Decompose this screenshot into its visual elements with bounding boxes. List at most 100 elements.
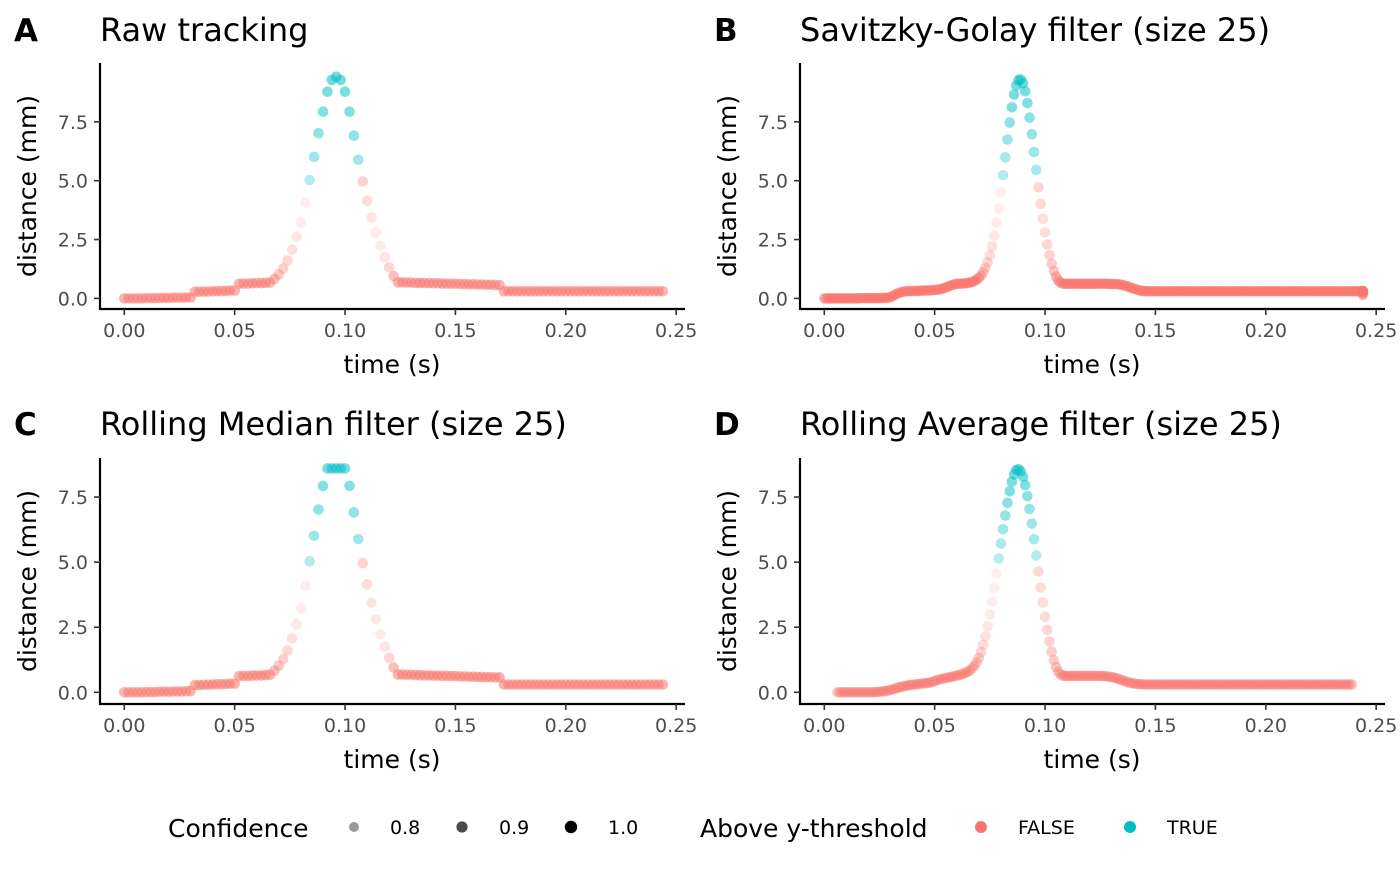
data-point [854,687,865,698]
data-point [1099,670,1110,682]
data-point [951,670,962,681]
data-point [913,678,925,690]
data-point [1028,146,1040,158]
data-point [269,665,280,676]
data-point [1322,679,1333,690]
data-point [1328,679,1340,690]
data-point [1304,679,1316,690]
data-point [1106,671,1117,683]
x-tick-label: 0.25 [655,715,697,737]
data-point [379,641,391,652]
data-point [1158,679,1170,690]
data-point [1046,646,1057,657]
x-tick-label: 0.10 [1024,320,1066,342]
data-point [1033,182,1044,193]
data-point [1242,679,1254,690]
data-point [1282,679,1294,690]
data-point [1035,198,1046,210]
data-point [1214,679,1225,690]
legend-label-confidence: 0.8 [390,817,420,839]
x-axis-label: time (s) [344,745,441,774]
data-point [1238,679,1249,690]
data-point [1154,679,1166,690]
data-point [1331,679,1342,690]
data-point [1022,490,1033,502]
data-point [1114,674,1126,685]
data-point [986,596,998,607]
data-point [971,657,982,668]
data-point [856,687,868,698]
data-point [1236,679,1247,690]
data-point [869,686,881,698]
panel-tag: B [714,13,738,49]
data-point [1181,679,1192,690]
panel-tag: A [14,13,38,49]
data-point [902,680,914,691]
data-point [1203,679,1214,690]
data-point [370,614,382,625]
data-point [1083,670,1095,682]
data-point [1298,679,1309,690]
data-point [1192,679,1203,690]
data-point [1145,679,1157,690]
x-axis-label: time (s) [1044,350,1141,379]
data-point [916,678,927,689]
data-point [995,187,1007,198]
data-point [1245,679,1256,690]
data-point [317,480,329,492]
data-point [1090,670,1102,682]
data-point [984,609,996,620]
panel-b: B Savitzky-Golay filter (size 25) time (… [713,11,1397,379]
data-point [300,580,311,592]
data-points [832,463,1358,698]
x-tick-label: 0.20 [545,320,587,342]
data-point [940,672,951,684]
data-point [989,230,1000,241]
data-point [304,174,316,186]
x-tick-label: 0.15 [1134,320,1176,342]
data-point [1017,77,1029,89]
data-point [282,255,293,266]
data-point [942,672,954,683]
data-point [291,231,302,242]
data-point [1101,671,1113,682]
data-point [1026,518,1038,529]
data-point [860,687,872,698]
data-point [1024,503,1035,515]
data-point [1342,679,1353,690]
data-point [852,687,863,698]
plot-area: 0.00 0.05 0.10 0.15 0.20 0.25 0.0 2.5 5.0 7.5 [58,63,697,342]
data-point [1216,679,1227,690]
data-point [891,682,903,694]
data-point [1066,670,1077,682]
data-point [1022,97,1033,109]
data-point [1028,533,1040,545]
data-point [1189,679,1201,690]
data-point [1324,679,1336,690]
data-point [872,686,883,698]
data-point [1320,679,1331,690]
data-point [1309,679,1320,690]
legend-key-confidence [564,820,578,834]
data-point [383,262,395,273]
data-point [1048,265,1060,277]
y-tick-label: 7.5 [758,487,788,509]
data-point [1141,679,1152,690]
data-point [1344,679,1355,690]
data-point [1280,679,1291,690]
data-point [993,203,1004,214]
data-point [1059,670,1071,682]
data-point [1187,679,1199,690]
legend-key-confidence [349,822,359,832]
data-point [889,683,901,694]
x-tick-label: 0.25 [655,320,697,342]
data-point [944,671,956,683]
data-point [1039,227,1051,238]
data-point [1103,671,1115,682]
panel-title: Raw tracking [100,11,308,49]
data-point [264,277,276,288]
data-point [1057,670,1068,681]
data-point [1037,213,1049,225]
panel-c: C Rolling Median filter (size 25) time (… [13,405,697,774]
data-point [1293,679,1305,690]
